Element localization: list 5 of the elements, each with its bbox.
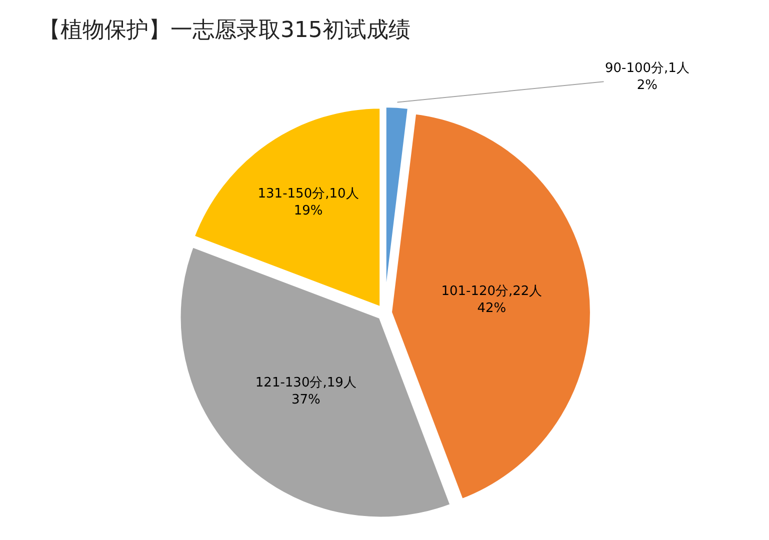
slice-label: 90-100分,1人 2% [605, 61, 690, 93]
slice-label: 121-130分,19人 37% [255, 376, 356, 408]
slice-label: 101-120分,22人 42% [441, 284, 542, 316]
slice-label: 131-150分,10人 19% [258, 186, 359, 219]
chart-title: 【植物保护】一志愿录取315初试成绩 [38, 18, 410, 43]
